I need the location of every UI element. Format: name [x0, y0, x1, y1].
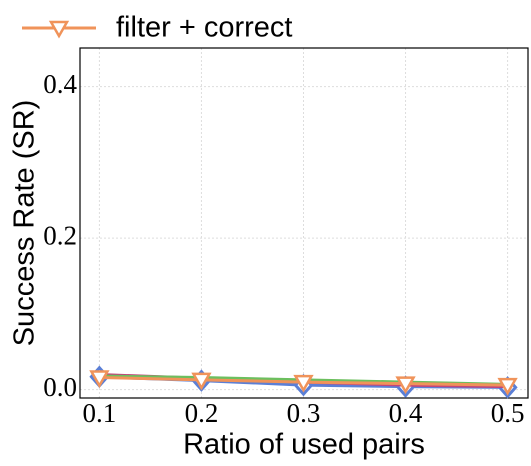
marker	[293, 374, 314, 393]
x-tick-label: 0.1	[83, 398, 117, 428]
y-tick-label: 0.0	[43, 372, 77, 402]
x-tick-label: 0.2	[185, 398, 219, 428]
y-tick-label: 0.2	[43, 220, 77, 250]
marker	[395, 376, 416, 395]
marker	[89, 370, 110, 389]
legend-marker	[48, 20, 70, 39]
y-tick-label: 0.4	[43, 69, 77, 99]
y-axis-label: Success Rate (SR)	[9, 100, 41, 347]
x-tick-label: 0.3	[287, 398, 321, 428]
marker	[497, 377, 518, 396]
plot-frame	[79, 47, 529, 399]
x-axis-label: Ratio of used pairs	[183, 429, 425, 461]
marker	[191, 372, 212, 391]
x-tick-label: 0.4	[389, 398, 423, 428]
legend-label: filter + correct	[116, 12, 292, 44]
x-tick-label: 0.5	[491, 398, 525, 428]
